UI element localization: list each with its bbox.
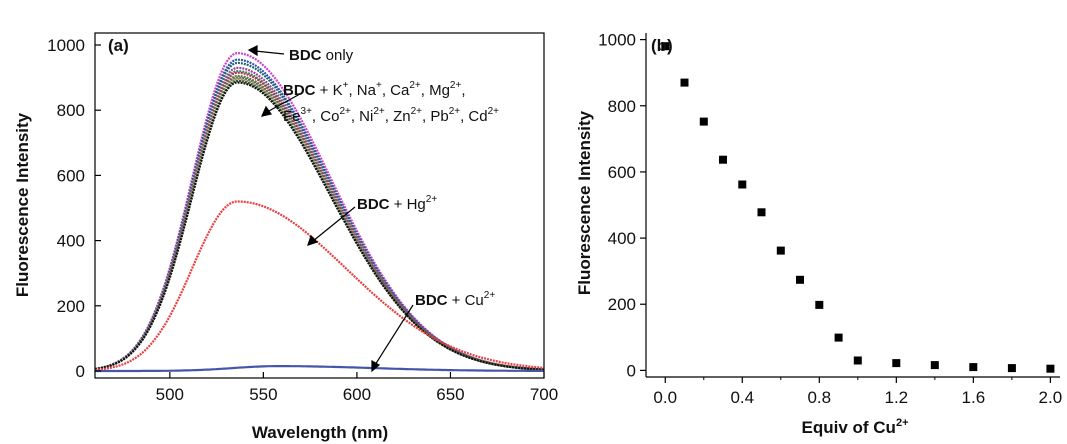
panel-b-y-tick-label: 200 — [608, 295, 636, 314]
scatter-point — [969, 363, 978, 372]
panel-b-y-tick-label: 400 — [608, 229, 636, 248]
spectrum-line-12 — [95, 365, 544, 373]
panel-a-y-tick-label: 1000 — [47, 36, 85, 55]
annotation-bdc-hg: BDC + Hg2+ — [357, 194, 437, 213]
panel-b-y-axis-label: Fluorescence Intensity — [575, 110, 594, 295]
panel-a-x-tick-label: 500 — [156, 385, 184, 404]
panel-a-series — [94, 52, 545, 373]
scatter-point — [815, 300, 824, 309]
panel-a-y-tick-label: 0 — [76, 362, 85, 381]
panel-a-y-tick-label: 400 — [57, 232, 85, 251]
spectrum-line-1 — [94, 58, 545, 371]
scatter-point — [776, 246, 785, 255]
panel-a-y-tick-label: 200 — [57, 297, 85, 316]
spectrum-line-11 — [94, 200, 545, 371]
panel-a-y-axis-label: Fluorescence Intensity — [13, 112, 32, 297]
annotation-bdc-only: BDC only — [289, 47, 354, 64]
panel-b-y-tick-label: 600 — [608, 163, 636, 182]
panel-a: 500 550 600 650 700 0 200 400 600 800 1000 (a) Wav… — [13, 32, 558, 442]
panel-b-x-axis-label: Equiv of Cu2+ — [802, 417, 909, 437]
panel-b-y-tick-label: 1000 — [598, 31, 636, 50]
panel-a-plot-frame — [94, 32, 545, 379]
panel-b-x-tick-label: 1.6 — [962, 388, 986, 407]
panel-b-x-tick-label: 2.0 — [1039, 388, 1063, 407]
panel-a-ticks: 500 550 600 650 700 0 200 400 600 800 1000 — [47, 36, 558, 404]
scatter-point — [1007, 364, 1016, 373]
scatter-point — [853, 356, 862, 365]
panel-b-label: (b) — [651, 36, 673, 55]
scatter-point — [699, 117, 708, 126]
panel-a-x-tick-label: 600 — [343, 385, 371, 404]
spectrum-line-10 — [94, 81, 545, 371]
annotation-bdc-mixed-line1: BDC + K+, Na+, Ca2+, Mg2+, — [283, 80, 466, 99]
panel-b-y-tick-label: 0 — [627, 361, 636, 380]
panel-a-y-tick-label: 600 — [57, 166, 85, 185]
annotation-bdc-mixed-line2: Fe3+, Co2+, Ni2+, Zn2+, Pb2+, Cd2+ — [283, 106, 499, 125]
panel-a-label: (a) — [108, 36, 129, 55]
panel-b-points — [661, 42, 1055, 373]
spectrum-line-0 — [94, 52, 545, 371]
panel-a-annotation-arrows — [247, 45, 414, 373]
scatter-point — [930, 361, 939, 370]
scatter-point — [834, 333, 843, 342]
scatter-point — [719, 155, 727, 164]
panel-a-x-tick-label: 650 — [436, 385, 464, 404]
scatter-point — [892, 359, 901, 368]
panel-a-y-tick-label: 800 — [57, 101, 85, 120]
scatter-point — [757, 208, 766, 217]
scatter-point — [1046, 364, 1055, 373]
scatter-point — [738, 180, 747, 189]
panel-b-x-tick-label: 0.0 — [653, 388, 677, 407]
panel-b-x-tick-label: 1.2 — [885, 388, 909, 407]
panel-b-x-tick-label: 0.4 — [730, 388, 754, 407]
panel-b-axes — [645, 33, 1060, 378]
annotation-bdc-cu: BDC + Cu2+ — [415, 290, 495, 309]
scatter-point — [680, 78, 689, 87]
scatter-point — [796, 275, 804, 284]
panel-a-x-tick-label: 700 — [530, 385, 558, 404]
panel-a-x-axis-label: Wavelength (nm) — [252, 423, 388, 442]
panel-b-y-tick-label: 800 — [608, 97, 636, 116]
panel-b-x-tick-label: 0.8 — [807, 388, 831, 407]
panel-b-ticks: 0.0 0.4 0.8 1.2 1.6 2.0 0 200 400 600 800 1000 — [598, 31, 1062, 407]
panel-a-x-tick-label: 550 — [249, 385, 277, 404]
scatter-point — [661, 42, 670, 51]
